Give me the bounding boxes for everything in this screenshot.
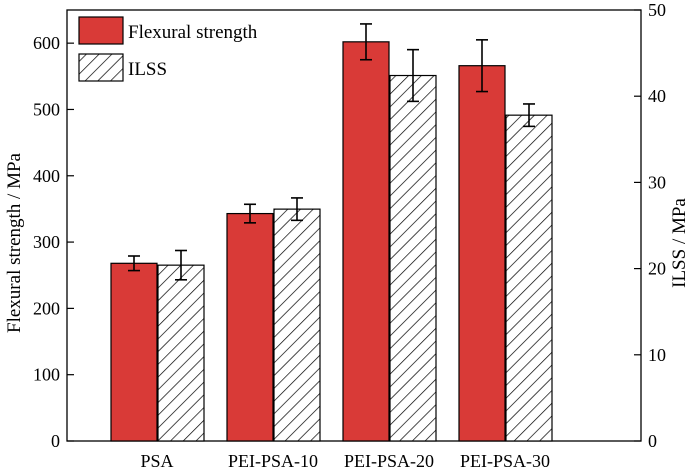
y-tick-label: 400 — [33, 166, 60, 186]
bar-ilss-pei-psa-20 — [389, 74, 437, 442]
bar-flexural-strength-pei-psa-10 — [226, 212, 274, 442]
y-tick-label: 600 — [33, 33, 60, 53]
y2-tick-label: 20 — [648, 259, 666, 279]
y-tick-label: 500 — [33, 99, 60, 119]
bar-flexural-strength-psa — [110, 262, 158, 442]
bar-ilss-psa — [157, 264, 205, 442]
y2-tick-label: 40 — [648, 86, 666, 106]
legend-swatch-flexural-strength — [78, 16, 124, 45]
x-category-label: PSA — [140, 451, 173, 471]
y-tick-label: 200 — [33, 298, 60, 318]
x-category-label: PEI-PSA-30 — [460, 451, 550, 471]
bars-layer — [110, 41, 553, 442]
legend: Flexural strength ILSS — [78, 16, 258, 82]
y-tick-label: 0 — [51, 431, 60, 451]
ticks-layer: 0 100 200 300 400 500 600 0 10 20 30 40 50 PSA PEI-PSA… — [33, 0, 666, 471]
y2-tick-label: 0 — [648, 431, 657, 451]
bar-ilss-pei-psa-10 — [273, 208, 321, 442]
x-category-label: PEI-PSA-20 — [344, 451, 434, 471]
x-category-label: PEI-PSA-10 — [228, 451, 318, 471]
legend-label-flexural-strength: Flexural strength — [128, 22, 258, 43]
bar-flexural-strength-pei-psa-30 — [458, 65, 506, 442]
y-tick-label: 300 — [33, 232, 60, 252]
y-tick-label: 100 — [33, 365, 60, 385]
legend-swatch-ilss — [78, 53, 124, 82]
y2-tick-label: 10 — [648, 345, 666, 365]
bar-flexural-strength-pei-psa-20 — [342, 41, 390, 442]
error-bars-layer — [128, 23, 535, 281]
bar-ilss-pei-psa-30 — [505, 114, 553, 442]
y2-tick-label: 50 — [648, 0, 666, 20]
y-axis-title: Flexural strength / MPa — [4, 152, 25, 333]
legend-label-ilss: ILSS — [128, 59, 167, 80]
y2-tick-label: 30 — [648, 172, 666, 192]
y2-axis-title: ILSS / MPa — [669, 198, 690, 288]
